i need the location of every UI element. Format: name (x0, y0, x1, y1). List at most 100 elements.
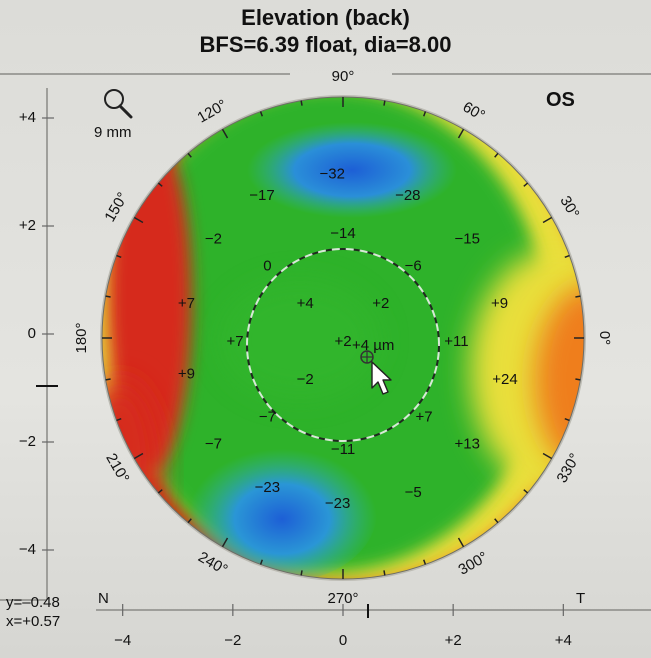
angle-tick (105, 295, 111, 298)
elevation-value: −17 (249, 187, 274, 204)
angle-tick (564, 254, 570, 258)
angle-tick (575, 295, 581, 298)
map-title: Elevation (back) (241, 5, 410, 30)
elevation-value: −7 (205, 436, 222, 453)
elevation-value: −15 (454, 230, 479, 247)
angle-label: 120° (195, 96, 230, 126)
angle-label: 60° (460, 98, 488, 124)
x-tick-label: −4 (114, 632, 131, 649)
elevation-value: +24 (492, 371, 517, 388)
elevation-value: +9 (178, 365, 195, 382)
eye-label: OS (546, 89, 575, 111)
elevation-value: +4 (297, 295, 314, 312)
x-axis-ticks: −4 −2 0 +2 +4 (114, 604, 572, 649)
cursor-marker (360, 350, 374, 364)
angle-tick (133, 216, 144, 224)
elevation-value: −23 (325, 495, 350, 512)
elevation-value: −11 (331, 441, 355, 458)
angle-tick (221, 537, 229, 548)
y-tick-label: −4 (19, 541, 36, 558)
angle-label: 270° (327, 590, 358, 607)
elevation-value: +13 (454, 436, 479, 453)
angle-tick (494, 152, 499, 158)
angle-tick (383, 570, 386, 576)
x-tick-label: −2 (224, 632, 241, 649)
angle-tick (542, 216, 553, 224)
elevation-value: −14 (330, 225, 355, 242)
angle-label: 300° (456, 548, 491, 578)
elevation-value: −28 (395, 187, 420, 204)
angle-tick (300, 100, 303, 106)
y-tick-label: −2 (19, 433, 36, 450)
y-tick-label: +4 (19, 109, 36, 126)
angle-tick (300, 570, 303, 576)
angle-label: 0° (596, 331, 613, 345)
elevation-value: +2 (372, 295, 389, 312)
angle-tick (105, 378, 111, 381)
angle-tick (457, 128, 465, 139)
y-tick-label: +2 (19, 217, 36, 234)
zone-circle-overlay (246, 248, 440, 442)
angle-tick (423, 559, 427, 565)
angle-tick (157, 182, 163, 187)
angle-tick (133, 452, 144, 460)
x-tick-label: +2 (445, 632, 462, 649)
elevation-value: +11 (444, 333, 468, 350)
angle-tick (116, 254, 122, 258)
angle-tick (523, 489, 529, 494)
angle-label: 30° (556, 193, 582, 221)
cursor-y-readout: y=–0.48 (6, 594, 60, 611)
elevation-value: +7 (415, 409, 432, 426)
map-subtitle: BFS=6.39 float, dia=8.00 (199, 32, 452, 57)
angle-tick (457, 537, 465, 548)
cursor-value-label: +4 µm (352, 337, 394, 354)
x-tick-label: 0 (339, 632, 347, 649)
elevation-values: −32 −17 −28 −2 −14 −15 0 −6 +7 +4 +2 +9 +7 +2 +11 +9 −2 +… (178, 166, 518, 512)
y-axis-ticks: +4 +2 0 −2 −4 (19, 109, 54, 558)
angle-label: 150° (101, 190, 131, 225)
angle-tick (423, 111, 427, 117)
angle-label: 180° (73, 322, 90, 353)
elevation-value: +9 (491, 295, 508, 312)
angle-label: 330° (553, 451, 583, 486)
angle-tick (575, 378, 581, 381)
elevation-value: −5 (405, 484, 422, 501)
elevation-value: −6 (405, 257, 422, 274)
frame-lines (0, 73, 651, 611)
y-tick-label: 0 (28, 325, 36, 342)
elevation-value: +2 (334, 333, 351, 350)
x-tick-label: +4 (555, 632, 572, 649)
angle-tick (116, 418, 122, 422)
elevation-value: +7 (226, 333, 243, 350)
angle-tick (259, 111, 263, 117)
angle-tick (187, 518, 192, 524)
elevation-value: −32 (319, 166, 344, 183)
angle-tick (494, 518, 499, 524)
color-map (102, 97, 584, 579)
angle-tick (523, 182, 529, 187)
angle-tick (542, 452, 553, 460)
temporal-label: T (576, 590, 585, 607)
cursor-x-readout: x=+0.57 (6, 613, 60, 630)
angle-tick (259, 559, 263, 565)
magnifier-icon[interactable] (104, 89, 133, 119)
angle-label: 240° (195, 548, 230, 578)
elevation-value: −2 (205, 230, 222, 247)
angle-tick (187, 152, 192, 158)
elevation-value: −23 (255, 479, 280, 496)
angle-ticks (102, 97, 584, 579)
zoom-label: 9 mm (94, 124, 132, 141)
elevation-value: +7 (178, 295, 195, 312)
angle-label: 210° (102, 451, 132, 486)
nasal-label: N (98, 590, 109, 607)
angle-tick (564, 418, 570, 422)
map-header: Elevation (back) BFS=6.39 float, dia=8.0… (0, 4, 651, 58)
elevation-value: −7 (259, 409, 276, 426)
angle-label: 90° (332, 68, 355, 85)
elevation-value: −2 (297, 371, 314, 388)
mouse-pointer-icon (371, 361, 392, 395)
angle-tick (221, 128, 229, 139)
elevation-value: 0 (263, 257, 271, 274)
angle-tick (383, 100, 386, 106)
